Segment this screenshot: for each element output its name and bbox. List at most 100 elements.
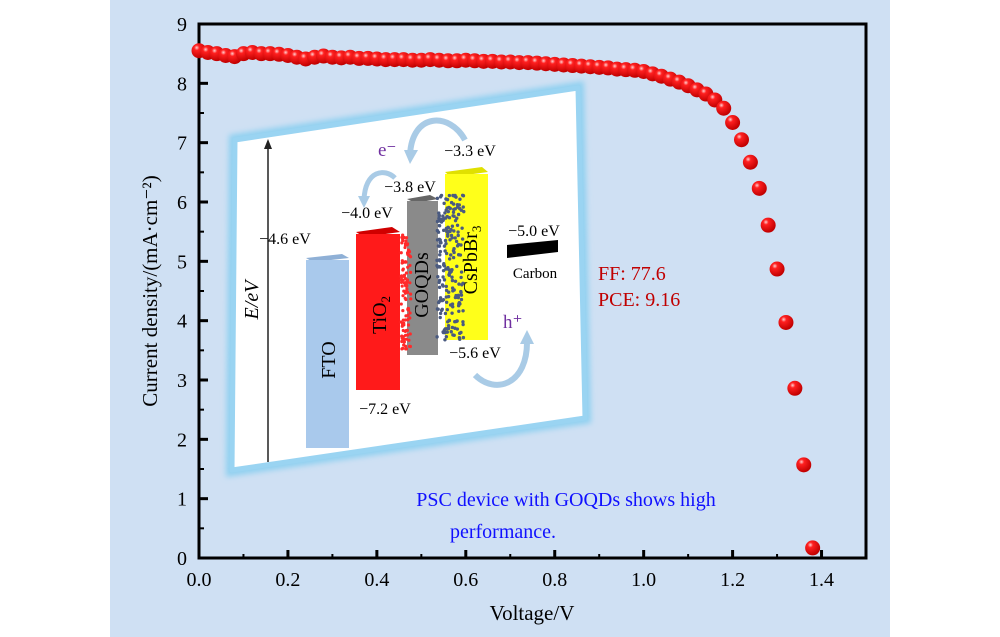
- tio2-dot: [406, 290, 410, 294]
- goqd-dot: [438, 315, 442, 320]
- tio2-dot: [402, 281, 407, 285]
- goqd-dot: [443, 311, 448, 316]
- goqd-dot: [455, 264, 459, 269]
- goqd-dot: [442, 244, 447, 248]
- tio2-dot: [408, 332, 412, 336]
- goqd-dot: [441, 217, 446, 221]
- goqd-dot: [437, 299, 442, 303]
- tio2-dot: [404, 347, 408, 351]
- goqds-label: GOQDs: [411, 252, 433, 318]
- goqd-dot: [449, 253, 453, 257]
- goqd-dot: [439, 220, 444, 224]
- x-ticks: 0.0 0.2 0.4 0.6 0.8 1.0 1.2 1.4: [187, 550, 834, 591]
- data-point: [805, 540, 821, 556]
- y-tick-label: 5: [177, 251, 187, 273]
- goqd-dot: [446, 232, 450, 236]
- tio2-dot: [408, 311, 412, 315]
- electron-arrow2-head-icon: [358, 196, 370, 208]
- goqd-dot: [460, 226, 464, 230]
- tio2-dot: [401, 233, 405, 237]
- goqd-dot: [451, 210, 456, 214]
- goqd-dot: [459, 297, 464, 302]
- energy-axis-arrow-icon: [264, 139, 272, 149]
- goqd-dot: [437, 214, 441, 218]
- tio2-dot: [404, 236, 409, 240]
- data-point: [725, 114, 741, 130]
- goqd-dot: [438, 311, 443, 316]
- goqd-dot: [436, 230, 441, 234]
- goqd-dot: [453, 207, 457, 211]
- data-point: [716, 100, 732, 116]
- goqd-dot: [455, 216, 459, 220]
- goqd-dot: [459, 293, 464, 297]
- level-tio2-cb: −4.0 eV: [341, 205, 393, 222]
- data-point: [742, 154, 758, 170]
- goqd-dot: [435, 238, 440, 242]
- goqd-dot: [446, 320, 450, 324]
- fto-label: FTO: [318, 341, 340, 378]
- goqd-dot: [444, 241, 448, 246]
- y-axis-label: Current density/(mA·cm⁻²): [138, 175, 162, 406]
- goqd-dot: [443, 238, 448, 243]
- goqd-dot: [451, 255, 456, 260]
- tio2-dot: [408, 263, 412, 268]
- goqd-dot: [453, 279, 458, 283]
- tio2-label: TiO2: [369, 296, 393, 334]
- data-point: [760, 217, 776, 233]
- tio2-dot: [401, 328, 405, 333]
- tio2-dot: [404, 314, 408, 318]
- x-tick-label: 1.0: [631, 569, 656, 591]
- goqd-dot: [459, 289, 463, 294]
- goqd-dot: [445, 307, 450, 312]
- goqd-dot: [437, 224, 442, 228]
- goqd-dot: [450, 286, 455, 290]
- goqd-dot: [443, 249, 447, 253]
- goqd-dot: [435, 219, 440, 224]
- goqd-dot: [445, 214, 449, 219]
- tio2-dot: [406, 306, 410, 311]
- data-point: [796, 457, 812, 473]
- goqd-dot: [441, 228, 446, 233]
- goqd-dot: [451, 305, 455, 309]
- hole-label: h⁺: [503, 312, 523, 333]
- goqd-dot: [444, 251, 449, 256]
- goqd-dot: [453, 326, 457, 330]
- goqd-dot: [457, 203, 461, 207]
- goqd-dot: [438, 296, 443, 300]
- tio2-dot: [403, 245, 407, 250]
- y-tick-label: 0: [177, 548, 187, 570]
- tio2-dot: [405, 278, 409, 283]
- goqd-dot: [458, 197, 462, 201]
- tio2-dot: [399, 302, 403, 306]
- tio2-dot: [399, 251, 403, 255]
- goqd-dot: [455, 223, 460, 227]
- tio2-dot: [402, 235, 406, 240]
- tio2-dot: [401, 268, 405, 272]
- x-tick-label: 0.6: [453, 569, 478, 591]
- tio2-dot: [403, 242, 408, 246]
- tio2-dot: [402, 289, 406, 293]
- tio2-dot: [404, 337, 408, 341]
- data-point: [751, 180, 767, 196]
- goqd-dot: [459, 270, 464, 274]
- goqd-dot: [446, 225, 451, 230]
- x-tick-label: 1.4: [809, 569, 834, 591]
- y-tick-label: 9: [177, 14, 187, 36]
- goqd-dot: [461, 335, 466, 340]
- tio2-dot: [404, 239, 408, 243]
- goqd-dot: [440, 283, 445, 287]
- tio2-dot: [400, 241, 404, 245]
- goqd-dot: [442, 278, 447, 282]
- goqd-dot: [444, 295, 449, 299]
- tio2-dot: [402, 321, 406, 325]
- tio2-dot: [400, 324, 404, 328]
- goqd-dot: [446, 323, 451, 328]
- y-tick-label: 7: [177, 133, 187, 155]
- goqd-dot: [447, 193, 452, 198]
- goqd-dot: [438, 249, 443, 254]
- goqd-dot: [443, 338, 447, 342]
- goqd-dot: [437, 280, 441, 285]
- tio2-dot: [399, 280, 404, 285]
- goqd-dot: [440, 307, 444, 312]
- pce-annotation: PCE: 9.16: [598, 289, 680, 311]
